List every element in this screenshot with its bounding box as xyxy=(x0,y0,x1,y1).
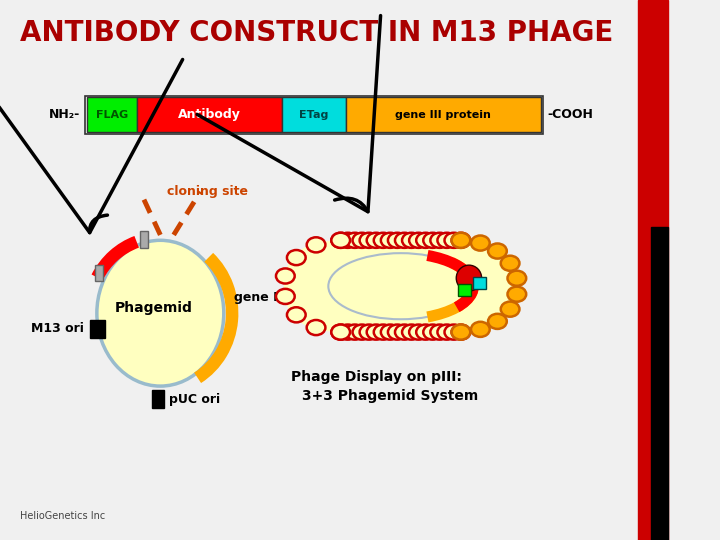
Circle shape xyxy=(451,233,470,248)
Circle shape xyxy=(374,325,392,340)
Circle shape xyxy=(366,325,385,340)
Circle shape xyxy=(388,233,407,248)
Circle shape xyxy=(353,325,372,340)
Circle shape xyxy=(451,233,470,248)
Circle shape xyxy=(287,250,306,265)
Circle shape xyxy=(402,233,420,248)
Text: FLAG: FLAG xyxy=(96,110,128,120)
Text: ANTIBODY CONSTRUCT IN M13 PHAGE: ANTIBODY CONSTRUCT IN M13 PHAGE xyxy=(20,19,613,47)
Circle shape xyxy=(438,325,456,340)
Circle shape xyxy=(438,233,456,248)
FancyBboxPatch shape xyxy=(652,227,668,540)
Circle shape xyxy=(346,233,364,248)
Circle shape xyxy=(338,233,357,248)
FancyBboxPatch shape xyxy=(346,97,541,132)
Circle shape xyxy=(307,237,325,252)
Circle shape xyxy=(423,233,442,248)
FancyBboxPatch shape xyxy=(90,320,105,338)
Circle shape xyxy=(331,325,350,340)
Circle shape xyxy=(402,325,420,340)
Ellipse shape xyxy=(456,265,482,291)
Circle shape xyxy=(381,233,400,248)
Circle shape xyxy=(276,289,294,304)
Circle shape xyxy=(338,325,357,340)
Circle shape xyxy=(416,233,435,248)
FancyBboxPatch shape xyxy=(638,0,668,540)
Circle shape xyxy=(366,233,385,248)
FancyBboxPatch shape xyxy=(458,284,471,296)
Text: NH₂-: NH₂- xyxy=(49,108,80,122)
Text: -COOH: -COOH xyxy=(548,108,594,122)
Ellipse shape xyxy=(97,240,224,386)
Text: cloning site: cloning site xyxy=(167,185,248,199)
Circle shape xyxy=(488,244,507,259)
Circle shape xyxy=(374,233,392,248)
FancyArrowPatch shape xyxy=(197,16,381,212)
Circle shape xyxy=(416,325,435,340)
Circle shape xyxy=(471,235,490,251)
FancyBboxPatch shape xyxy=(473,277,486,289)
Text: HelioGenetics Inc: HelioGenetics Inc xyxy=(20,511,105,522)
Text: Phage Display on pIII:: Phage Display on pIII: xyxy=(291,370,462,384)
FancyArrowPatch shape xyxy=(0,59,183,233)
Text: gene III protein: gene III protein xyxy=(395,110,491,120)
Ellipse shape xyxy=(328,253,473,319)
Text: pUC ori: pUC ori xyxy=(169,393,220,406)
Circle shape xyxy=(331,325,350,340)
Circle shape xyxy=(431,325,449,340)
Circle shape xyxy=(395,233,414,248)
Text: Antibody: Antibody xyxy=(178,108,241,122)
Circle shape xyxy=(346,325,364,340)
FancyBboxPatch shape xyxy=(137,97,282,132)
Circle shape xyxy=(359,233,378,248)
Circle shape xyxy=(423,325,442,340)
Text: 3+3 Phagemid System: 3+3 Phagemid System xyxy=(302,389,478,403)
Circle shape xyxy=(353,233,372,248)
FancyBboxPatch shape xyxy=(140,232,148,248)
Text: gene III: gene III xyxy=(234,291,287,303)
Text: ETag: ETag xyxy=(300,110,328,120)
FancyBboxPatch shape xyxy=(282,97,346,132)
Circle shape xyxy=(276,268,294,284)
FancyBboxPatch shape xyxy=(95,265,104,281)
Circle shape xyxy=(331,233,350,248)
Circle shape xyxy=(287,307,306,322)
Circle shape xyxy=(508,287,526,302)
Circle shape xyxy=(431,233,449,248)
Circle shape xyxy=(331,233,350,248)
Circle shape xyxy=(395,325,414,340)
Circle shape xyxy=(488,314,507,329)
Circle shape xyxy=(500,301,519,316)
Circle shape xyxy=(359,325,378,340)
Circle shape xyxy=(500,255,519,271)
Text: Phagemid: Phagemid xyxy=(114,301,192,315)
FancyBboxPatch shape xyxy=(87,97,137,132)
Circle shape xyxy=(409,233,428,248)
Circle shape xyxy=(471,322,490,337)
Circle shape xyxy=(508,271,526,286)
FancyBboxPatch shape xyxy=(284,240,518,332)
FancyBboxPatch shape xyxy=(153,390,164,408)
Circle shape xyxy=(451,325,470,340)
Text: M13 ori: M13 ori xyxy=(31,322,84,335)
Circle shape xyxy=(444,233,463,248)
Circle shape xyxy=(451,325,470,340)
Circle shape xyxy=(444,325,463,340)
Circle shape xyxy=(307,320,325,335)
Circle shape xyxy=(409,325,428,340)
Circle shape xyxy=(388,325,407,340)
Circle shape xyxy=(381,325,400,340)
